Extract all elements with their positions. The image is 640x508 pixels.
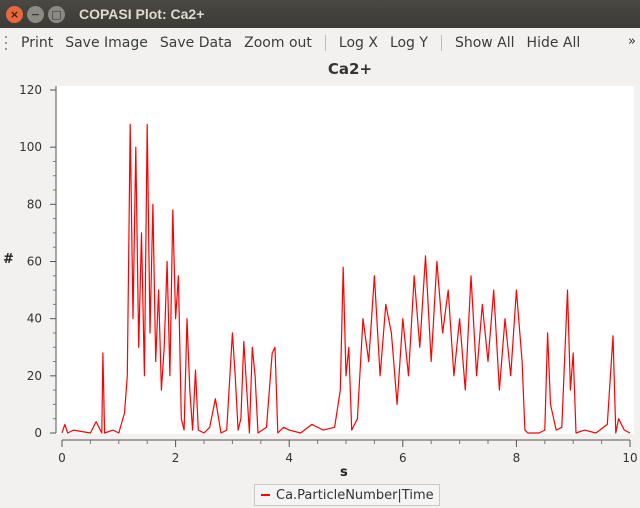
x-axis: 0 2 4 6 8 10 bbox=[58, 439, 638, 465]
x-tick-label: 4 bbox=[285, 451, 293, 465]
maximize-icon[interactable]: □ bbox=[48, 5, 65, 23]
series-line bbox=[61, 123, 631, 434]
x-tick-label: 0 bbox=[58, 451, 66, 465]
minimize-icon[interactable]: − bbox=[27, 5, 44, 23]
toolbar-separator bbox=[324, 35, 326, 51]
x-tick-label: 6 bbox=[399, 451, 407, 465]
log-y-button[interactable]: Log Y bbox=[389, 35, 428, 51]
x-tick-label: 8 bbox=[513, 451, 521, 465]
print-button[interactable]: Print bbox=[21, 35, 54, 51]
save-data-button[interactable]: Save Data bbox=[159, 35, 233, 51]
toolbar-overflow-icon[interactable]: » bbox=[628, 34, 636, 49]
plot-toolbar: Print Save Image Save Data Zoom out Log … bbox=[0, 28, 640, 58]
window-title: COPASI Plot: Ca2+ bbox=[79, 6, 205, 22]
y-axis: 0 20 40 60 80 100 120 bbox=[19, 83, 57, 440]
x-axis-label: s bbox=[340, 465, 348, 480]
y-tick-label: 40 bbox=[27, 312, 42, 326]
y-tick-label: 0 bbox=[34, 426, 42, 440]
y-tick-label: 20 bbox=[27, 369, 42, 383]
title-bar: × − □ COPASI Plot: Ca2+ bbox=[0, 0, 640, 28]
show-all-button[interactable]: Show All bbox=[454, 35, 515, 51]
hide-all-button[interactable]: Hide All bbox=[526, 35, 581, 51]
plot-title: Ca2+ bbox=[327, 60, 373, 78]
series-layer bbox=[61, 123, 631, 434]
y-tick-label: 80 bbox=[27, 197, 42, 211]
toolbar-separator bbox=[440, 35, 442, 51]
window-controls: × − □ bbox=[6, 5, 65, 23]
plot-background bbox=[56, 86, 634, 434]
y-tick-label: 60 bbox=[27, 255, 42, 269]
x-tick-label: 2 bbox=[172, 451, 180, 465]
legend-label: Ca.ParticleNumber|Time bbox=[276, 487, 434, 503]
save-image-button[interactable]: Save Image bbox=[65, 35, 148, 51]
toolbar-grip-icon[interactable] bbox=[5, 36, 9, 50]
close-icon[interactable]: × bbox=[6, 5, 23, 23]
legend[interactable]: Ca.ParticleNumber|Time bbox=[254, 484, 440, 506]
x-tick-label: 10 bbox=[622, 451, 637, 465]
zoom-out-button[interactable]: Zoom out bbox=[244, 35, 312, 51]
y-tick-label: 120 bbox=[19, 83, 42, 97]
log-x-button[interactable]: Log X bbox=[338, 35, 378, 51]
y-tick-label: 100 bbox=[19, 140, 42, 154]
y-axis-label: # bbox=[3, 252, 14, 267]
legend-swatch bbox=[261, 494, 270, 496]
